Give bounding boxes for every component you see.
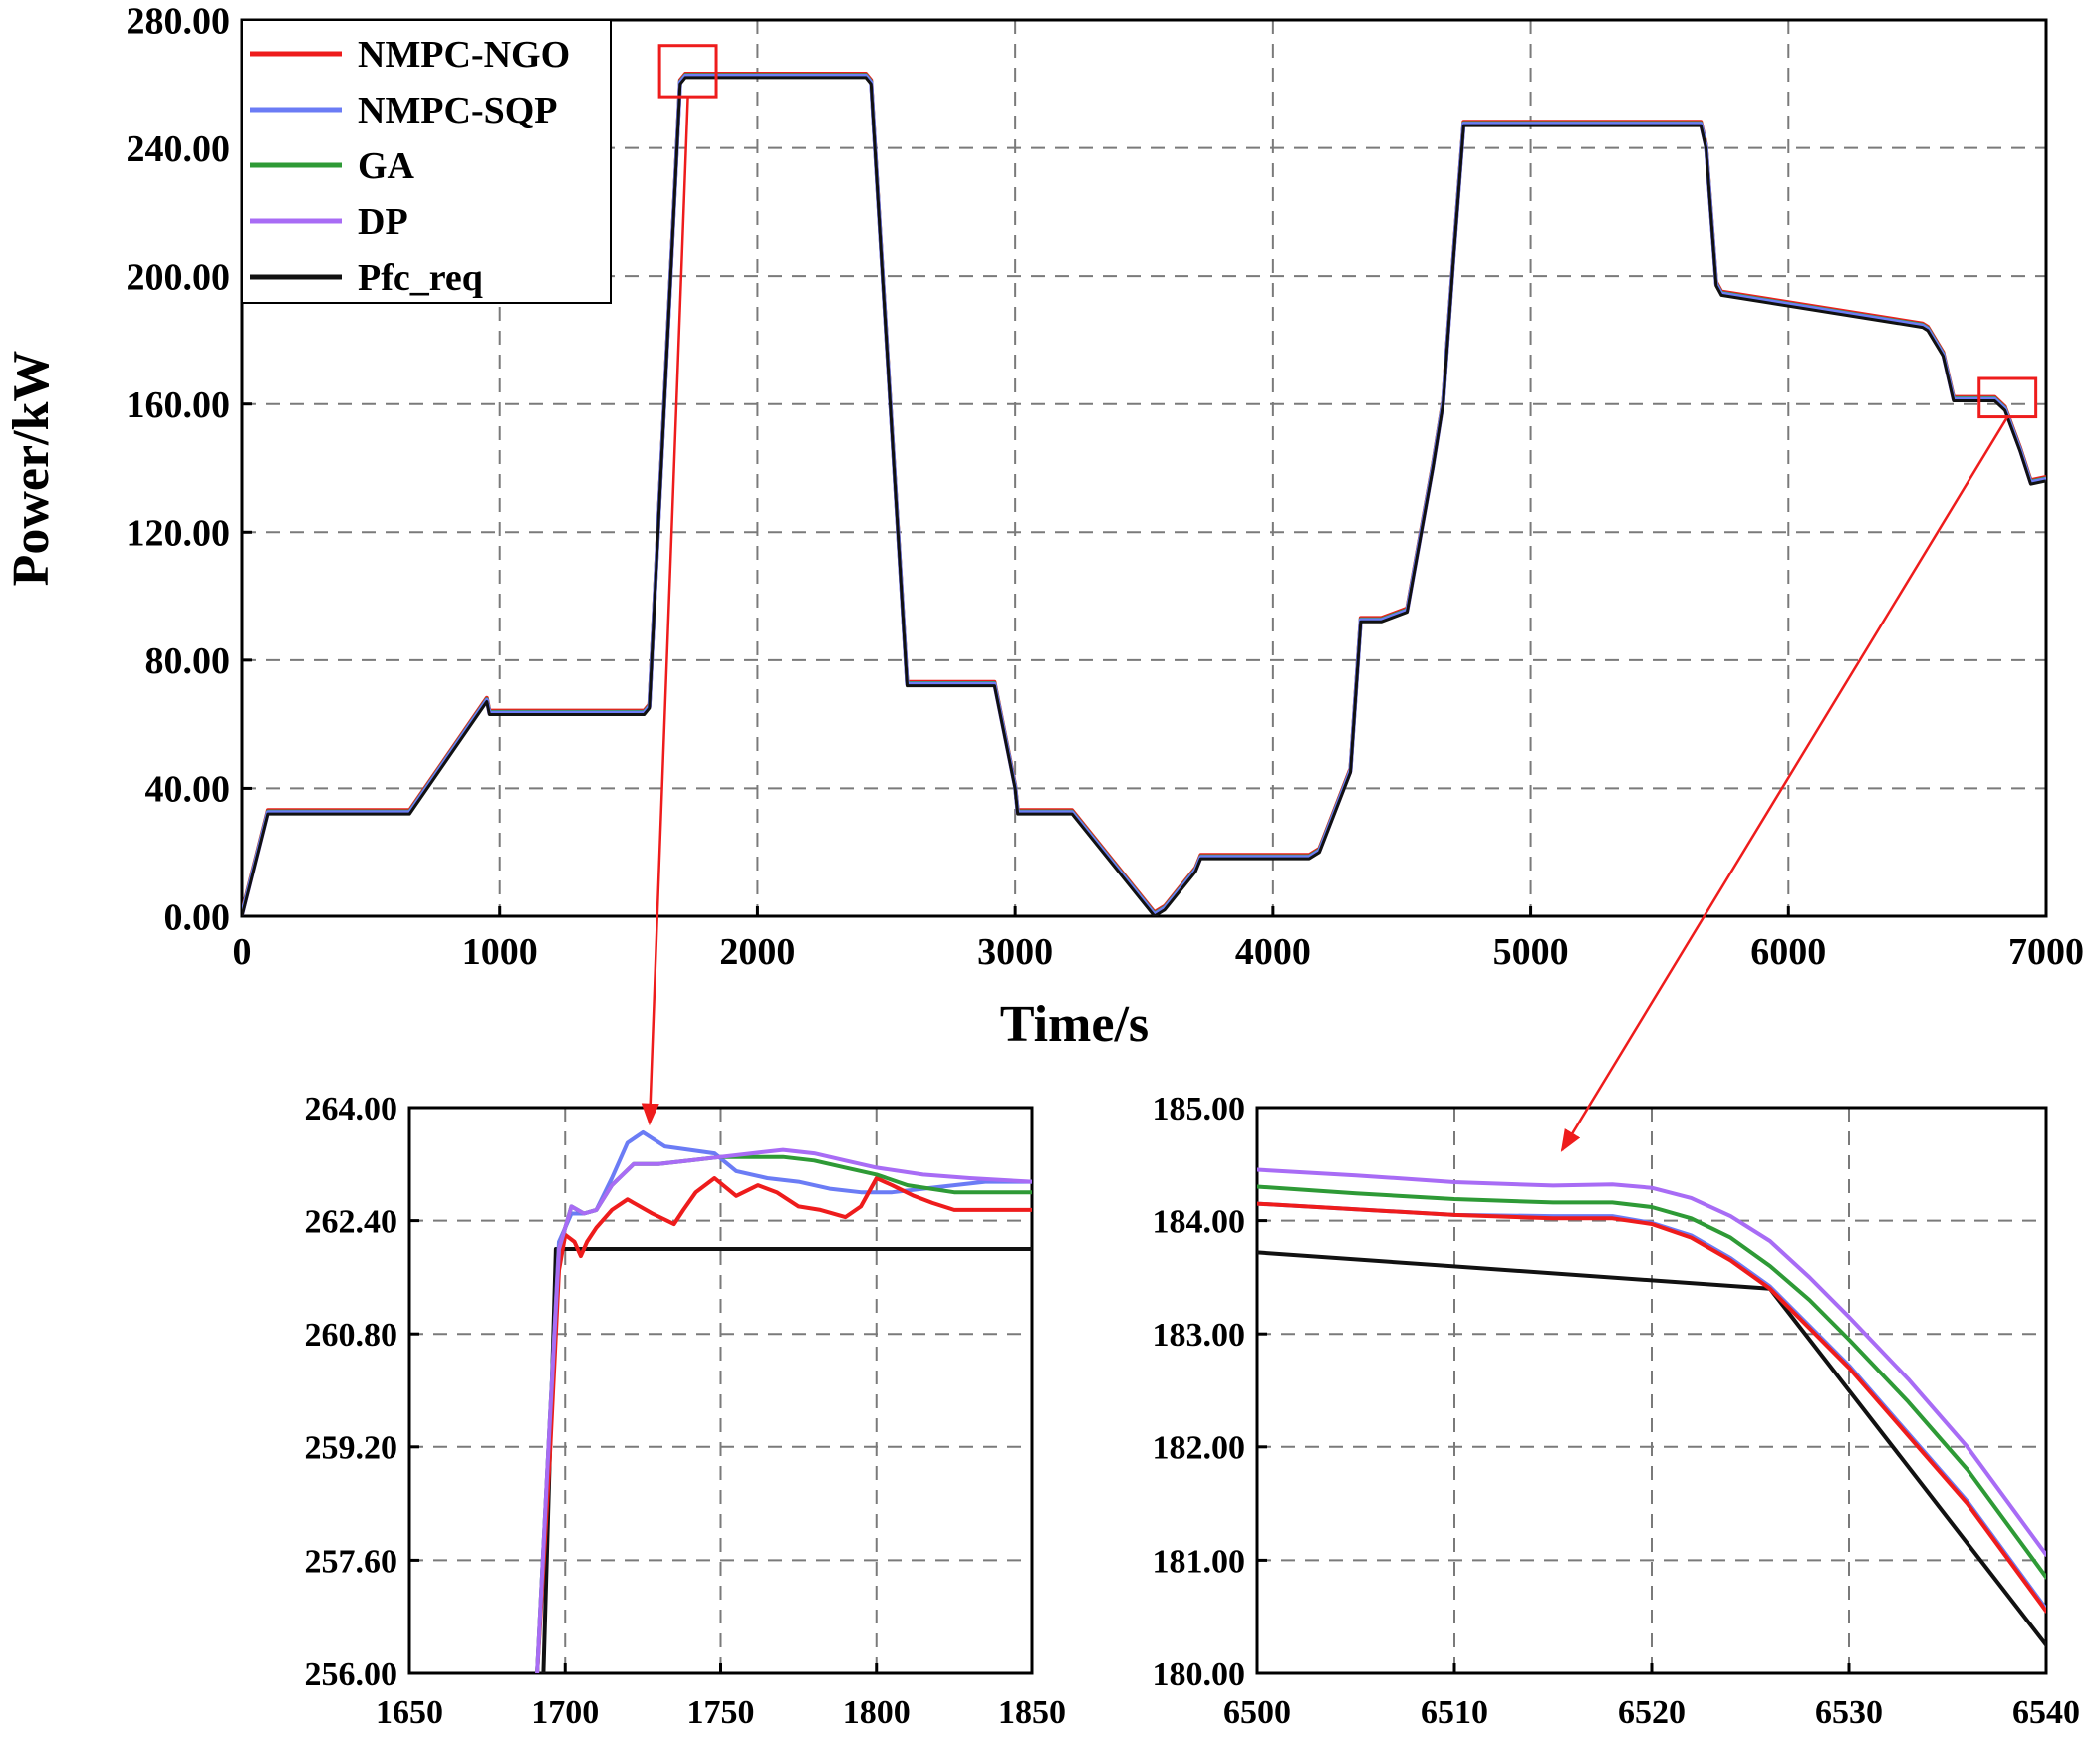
series-line-ga [535, 1154, 1032, 1673]
y-tick-label: 180.00 [1153, 1656, 1246, 1693]
x-tick-label: 6540 [2012, 1694, 2080, 1731]
x-tick-label: 1800 [843, 1694, 911, 1731]
y-tick-label: 240.00 [127, 128, 231, 170]
callout-arrow-right [1560, 415, 2009, 1152]
x-tick-label: 7000 [2008, 931, 2084, 973]
x-tick-label: 3000 [977, 931, 1053, 973]
series-line-ga [1257, 1184, 2046, 1580]
y-tick-label: 256.00 [305, 1656, 398, 1693]
axis-ticks: 0 1000 2000 3000 4000 5000 6000 7000 0.00 40.00 80… [127, 0, 2085, 973]
x-tick-label: 6500 [1223, 1694, 1291, 1731]
y-tick-label: 185.00 [1153, 1091, 1246, 1127]
legend: NMPC-NGO NMPC-SQP GA DP Pfc_req [241, 19, 612, 304]
legend-box [241, 19, 612, 304]
x-tick-label: 1000 [462, 931, 538, 973]
y-tick-label: 0.00 [164, 896, 231, 938]
legend-label: NMPC-SQP [358, 90, 558, 131]
x-tick-label: 5000 [1493, 931, 1569, 973]
y-tick-label: 183.00 [1153, 1317, 1246, 1354]
x-tick-label: 6510 [1421, 1694, 1488, 1731]
axis-ticks: 1650 1700 1750 1800 1850 256.00 257.60 259.20 26… [305, 1091, 1067, 1731]
x-tick-label: 6530 [1815, 1694, 1883, 1731]
y-tick-label: 120.00 [127, 513, 231, 555]
y-tick-label: 80.00 [145, 640, 231, 682]
x-tick-label: 4000 [1235, 931, 1311, 973]
x-tick-label: 6000 [1750, 931, 1826, 973]
callout-arrow-left [641, 97, 689, 1126]
y-tick-label: 182.00 [1153, 1430, 1246, 1467]
x-tick-label: 1850 [998, 1694, 1066, 1731]
series-line-nmpc-ngo [535, 1176, 1032, 1673]
y-axis-title: Power/kW [3, 351, 60, 587]
y-tick-label: 264.00 [305, 1091, 398, 1127]
legend-item: NMPC-SQP [250, 90, 558, 131]
y-tick-label: 160.00 [127, 384, 231, 426]
y-tick-label: 260.80 [305, 1317, 398, 1354]
x-tick-label: 1700 [531, 1694, 599, 1731]
y-tick-label: 262.40 [305, 1204, 398, 1241]
series-line-pfc-req [541, 1247, 1032, 1673]
y-tick-label: 181.00 [1153, 1543, 1246, 1580]
series-line-pfc-req [242, 76, 2046, 916]
legend-item: Pfc_req [250, 257, 483, 299]
gridlines [1257, 1108, 2046, 1673]
legend-label: GA [358, 145, 415, 187]
legend-label: DP [358, 201, 408, 243]
x-tick-label: 1650 [376, 1694, 443, 1731]
series-line-dp [1257, 1167, 2046, 1557]
y-tick-label: 280.00 [127, 0, 231, 42]
legend-item: DP [250, 201, 408, 243]
series-lines [535, 1129, 1032, 1673]
legend-label: Pfc_req [358, 257, 483, 299]
y-tick-label: 200.00 [127, 256, 231, 298]
x-tick-label: 6520 [1618, 1694, 1686, 1731]
y-tick-label: 259.20 [305, 1430, 398, 1467]
x-tick-label: 2000 [719, 931, 795, 973]
x-tick-label: 1750 [687, 1694, 755, 1731]
legend-item: NMPC-NGO [250, 34, 570, 76]
legend-label: NMPC-NGO [358, 34, 570, 76]
y-tick-label: 257.60 [305, 1543, 398, 1580]
plot-frame [240, 18, 2048, 918]
series-lines [242, 72, 2046, 916]
legend-item: GA [250, 145, 415, 187]
axis-ticks: 6500 6510 6520 6530 6540 180.00 181.00 182.00 18… [1153, 1091, 2081, 1731]
zoom-box-1 [657, 44, 718, 99]
x-tick-label: 0 [233, 931, 252, 973]
series-line-nmpc-ngo [1257, 1201, 2046, 1614]
series-lines [1257, 1167, 2046, 1647]
y-tick-label: 40.00 [145, 769, 231, 811]
zoom-chart-right: 6500 6510 6520 6530 6540 180.00 181.00 182.00 18… [1153, 1091, 2081, 1731]
zoom-chart-left: 1650 1700 1750 1800 1850 256.00 257.60 259.20 26… [305, 1091, 1067, 1731]
gridlines [409, 1108, 1032, 1673]
x-axis-title: Time/s [1000, 996, 1149, 1053]
zoom-callout-arrows [641, 97, 2009, 1152]
y-tick-label: 184.00 [1153, 1204, 1246, 1241]
series-line-nmpc-sqp [535, 1129, 1032, 1673]
series-line-dp [535, 1147, 1032, 1673]
